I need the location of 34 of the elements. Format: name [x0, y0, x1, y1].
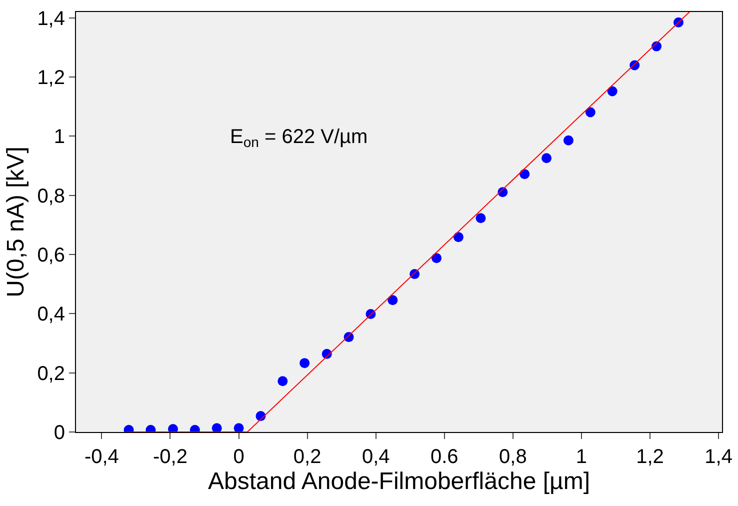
- point: [520, 169, 530, 180]
- annotation: E$_{on}$ = 622 V/µm: [230, 126, 368, 150]
- point: [278, 376, 288, 386]
- y-tick-label: 0,8: [37, 185, 65, 208]
- point: [388, 295, 398, 306]
- x-tick-label: -0,4: [84, 446, 119, 468]
- point: [453, 232, 464, 242]
- x-tick-label: 0,8: [499, 446, 527, 468]
- y-tick-label: 0,2: [37, 362, 65, 385]
- x-tick-label: 0,2: [293, 446, 322, 468]
- x-tick-label: 0.6: [430, 446, 458, 468]
- x-tick-label: -0,2: [153, 446, 188, 468]
- point: [476, 213, 486, 224]
- x-tick-label: 1,2: [636, 446, 664, 468]
- point: [607, 86, 618, 96]
- y-tick-label: 0,6: [37, 244, 65, 267]
- y-tick-label: 0: [54, 422, 65, 444]
- point: [212, 423, 222, 432]
- x-tick-label: 1,4: [704, 446, 732, 468]
- y-tick-label: 1: [54, 126, 65, 148]
- point: [234, 423, 244, 432]
- point: [300, 358, 310, 368]
- x-axis-title: Abstand Anode-Filmoberfläche [µm]: [208, 468, 590, 495]
- point: [585, 107, 596, 118]
- point: [432, 253, 442, 264]
- x-tick-label: 0,4: [362, 446, 390, 468]
- point: [542, 153, 552, 164]
- y-tick-label: 1,4: [37, 8, 65, 30]
- point: [563, 135, 574, 146]
- y-tick-label: 1,2: [37, 67, 65, 90]
- x-tick-label: 0: [233, 446, 244, 468]
- y-tick-label: 0,4: [37, 304, 65, 326]
- x-tick-label: 1: [576, 446, 588, 468]
- y-axis-title: U(0,5 nA) [kV]: [2, 146, 30, 298]
